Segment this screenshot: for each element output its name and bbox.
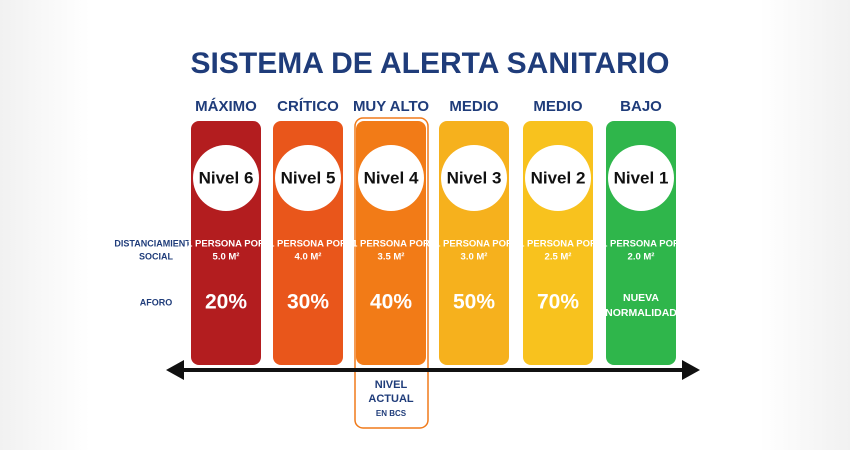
level-name: Nivel 2: [531, 168, 586, 187]
level-name: Nivel 4: [364, 168, 419, 187]
distancing-text: 1 PERSONA POR: [519, 239, 597, 250]
level-name: Nivel 5: [281, 168, 336, 187]
columns: DISTANCIAMIENTO SOCIAL AFORO MÁXIMO Nivel 6 1…: [114, 98, 680, 365]
column-header: CRÍTICO: [277, 98, 339, 115]
distancing-text: 1 PERSONA POR: [602, 239, 680, 250]
distancing-text: 2.0 M²: [628, 252, 655, 263]
column-header: MÁXIMO: [195, 98, 257, 115]
current-level-box: [354, 117, 429, 429]
capacity-text: NORMALIDAD: [605, 307, 677, 319]
level-name: Nivel 3: [447, 168, 502, 187]
level-name: Nivel 6: [199, 168, 254, 187]
distancing-text: 4.0 M²: [295, 252, 322, 263]
level-badge: [275, 145, 341, 211]
capacity-text: 70%: [537, 291, 579, 314]
current-level-text: ACTUAL: [368, 393, 413, 405]
distancing-text: 1 PERSONA POR: [352, 239, 430, 250]
capacity-text: NUEVA: [623, 292, 659, 304]
distancing-text: 3.5 M²: [378, 252, 405, 263]
distancing-text: 1 PERSONA POR: [435, 239, 513, 250]
background-edge: [0, 0, 90, 450]
column-header: MUY ALTO: [353, 98, 429, 115]
capacity-text: 40%: [370, 291, 412, 314]
level-badge: [525, 145, 591, 211]
level-badge: [441, 145, 507, 211]
current-level-text: EN BCS: [376, 409, 407, 418]
current-level: NIVEL ACTUAL EN BCS: [368, 379, 413, 418]
background-edge: [760, 0, 850, 450]
capacity-text: 30%: [287, 291, 329, 314]
column-header: MEDIO: [533, 98, 583, 115]
level-badge: [193, 145, 259, 211]
level-badge: [358, 145, 424, 211]
column-header: MEDIO: [449, 98, 499, 115]
capacity-text: 50%: [453, 291, 495, 314]
column-header: BAJO: [620, 98, 662, 115]
distancing-text: 2.5 M²: [545, 252, 572, 263]
current-level-text: NIVEL: [375, 379, 408, 391]
level-badge: [608, 145, 674, 211]
arrow-head: [166, 360, 184, 380]
distancing-text: 1 PERSONA POR: [187, 239, 265, 250]
distancing-text: 5.0 M²: [213, 252, 240, 263]
row-label: SOCIAL: [139, 251, 174, 261]
distancing-text: 1 PERSONA POR: [269, 239, 347, 250]
capacity-text: 20%: [205, 291, 247, 314]
row-label: AFORO: [140, 297, 173, 307]
level-name: Nivel 1: [614, 168, 669, 187]
row-label: DISTANCIAMIENTO: [114, 238, 197, 248]
title: SISTEMA DE ALERTA SANITARIO: [191, 47, 670, 80]
arrow-head: [682, 360, 700, 380]
distancing-text: 3.0 M²: [461, 252, 488, 263]
